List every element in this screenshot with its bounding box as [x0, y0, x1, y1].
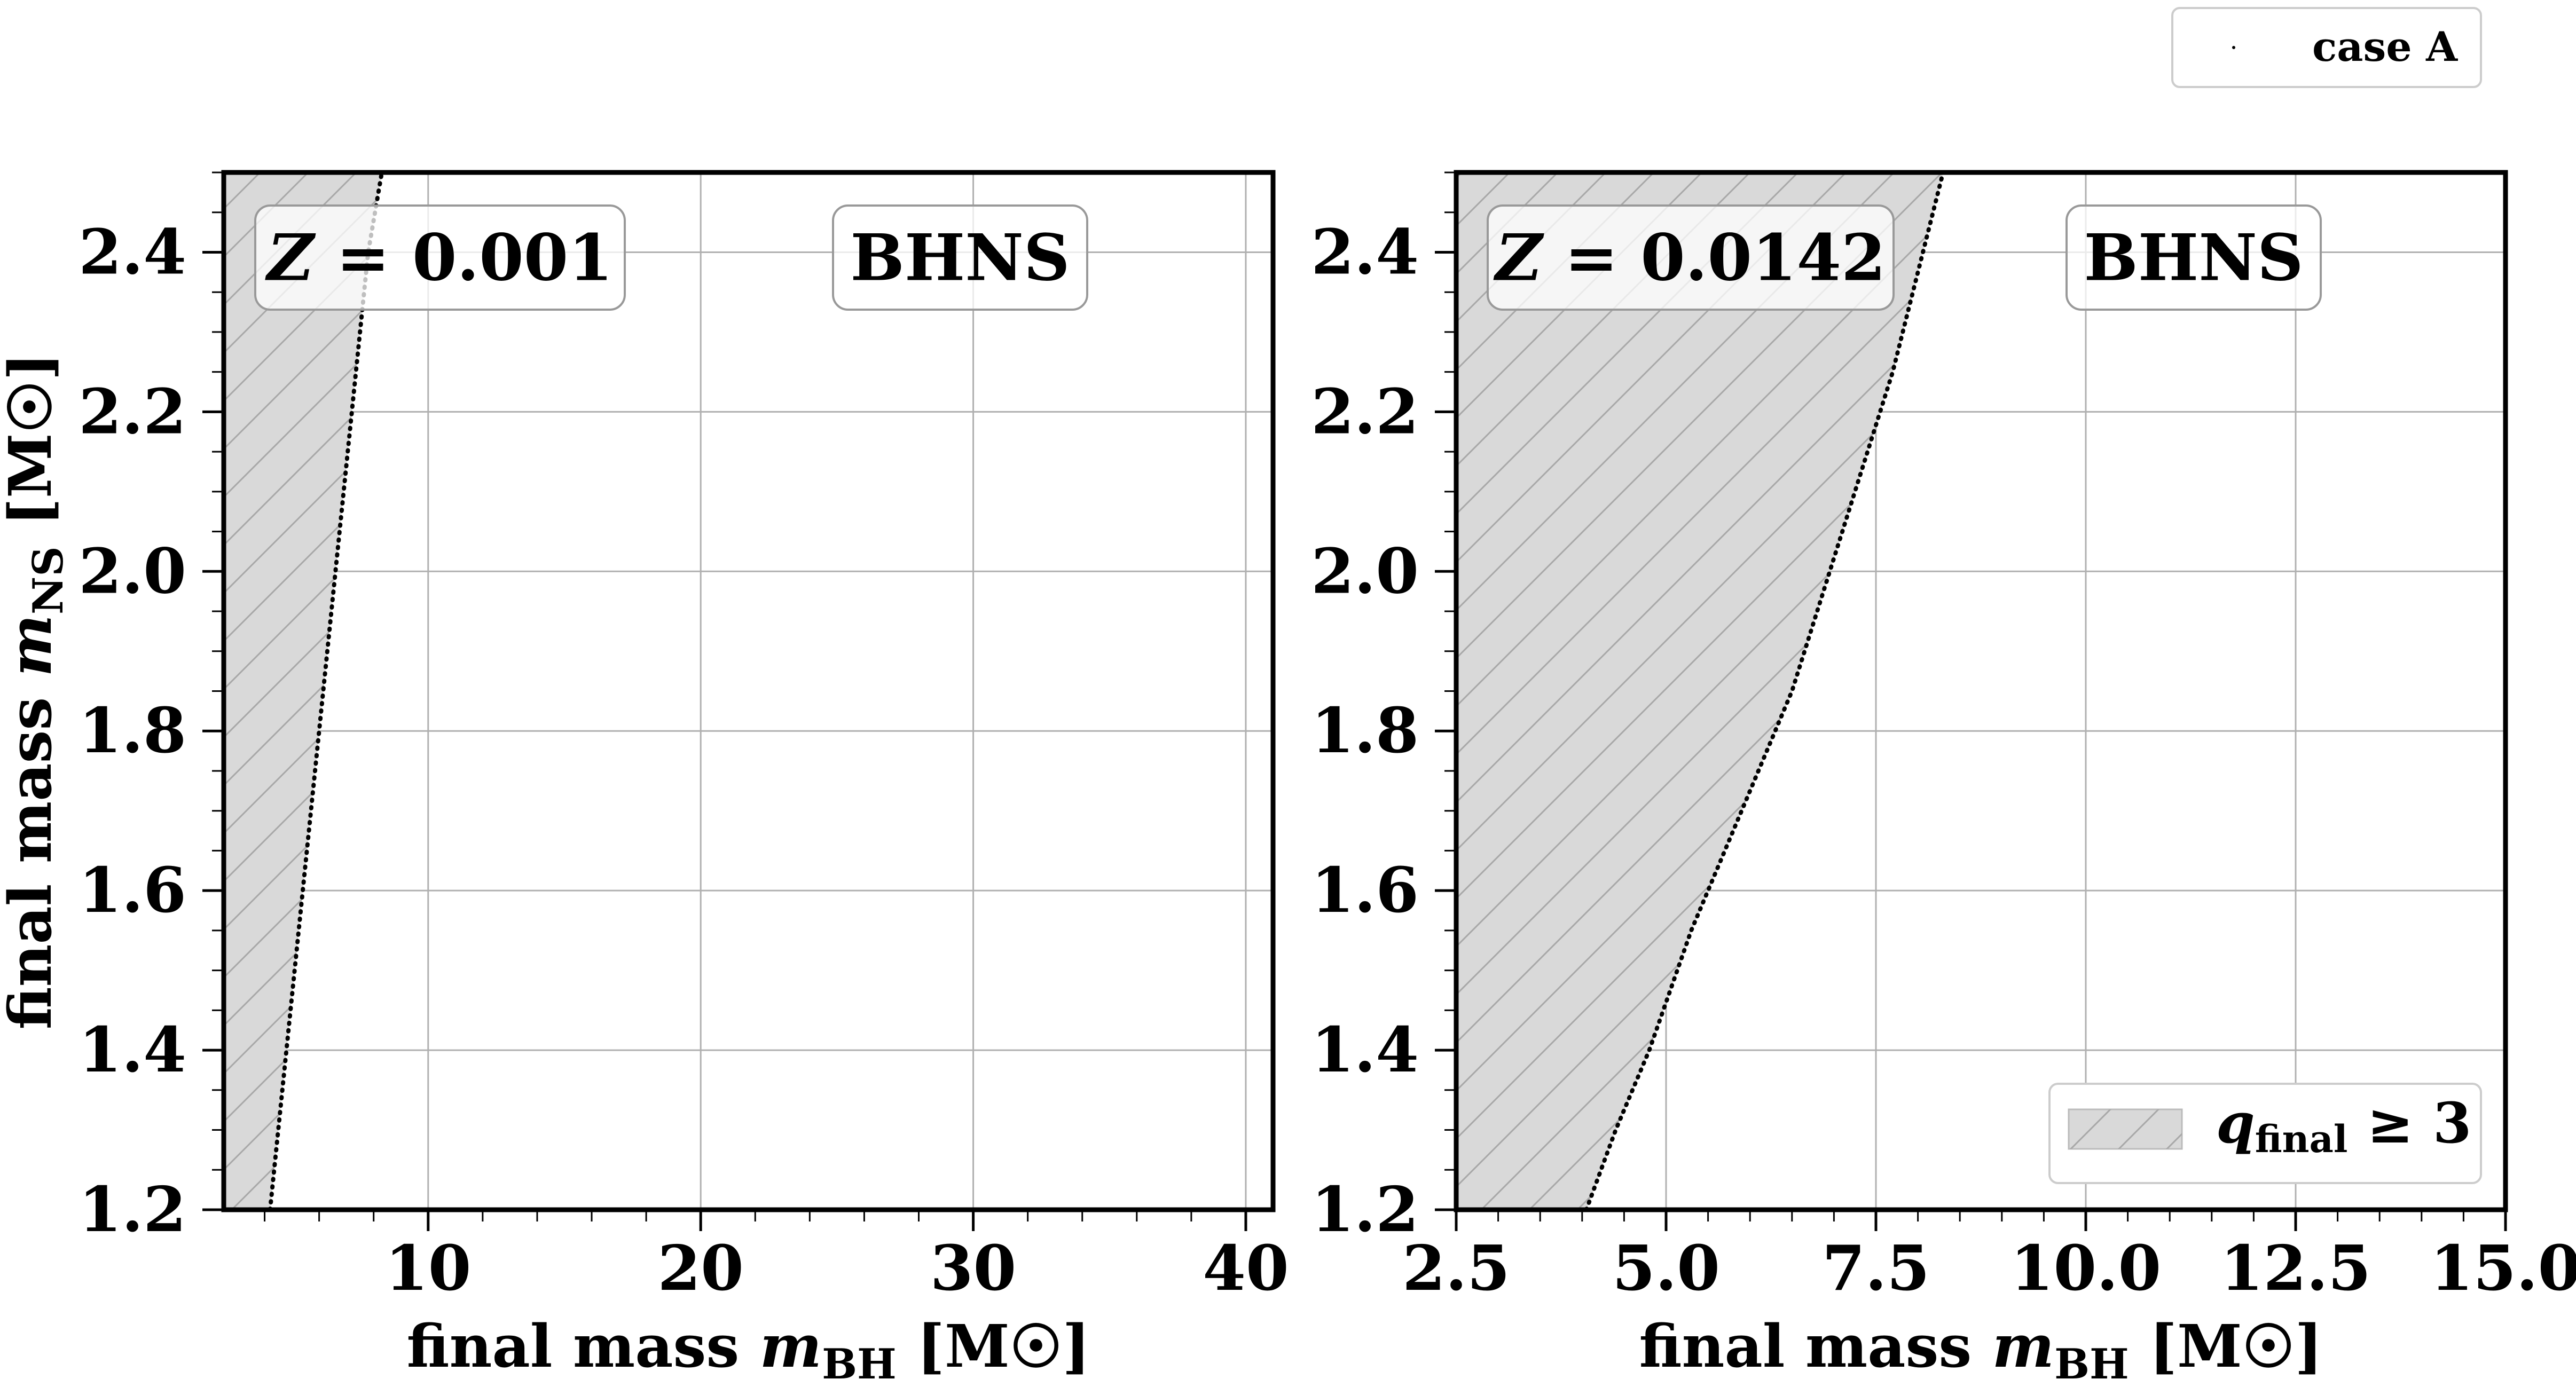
shaded-hatch [1456, 172, 1943, 1210]
x-axis-label-left: final mass mBH [M☉] [407, 1312, 1090, 1389]
y-tick-label-4: 2.0 [1311, 535, 1419, 608]
x-tick-label-1: 20 [657, 1232, 743, 1305]
annotations-right: Z = 0.0142 BHNS [1487, 204, 2322, 311]
annotation-text-1: BHNS [2084, 220, 2303, 296]
x-tick-label-3: 10.0 [2010, 1232, 2162, 1305]
annotation-text-1: BHNS [850, 220, 1070, 296]
annotation-box-0 [1487, 204, 1895, 311]
annotations-left: Z = 0.001 BHNS [254, 204, 1088, 311]
x-tick-label-2: 30 [930, 1232, 1016, 1305]
y-tick-label-5: 2.2 [78, 375, 186, 448]
annotation-text-0: Z = 0.0142 [1494, 220, 1886, 296]
q-legend-swatch-hatch [2069, 1109, 2182, 1149]
panel-right: 2.5 5.0 7.5 10.0 12.5 15.0 1.2 1.4 1.6 1.8 2.0 2.2 2… [1311, 170, 2576, 1389]
shaded-region-left [224, 172, 382, 1210]
y-tick-label-3: 1.8 [1311, 695, 1419, 767]
x-tick-label-1: 5.0 [1612, 1232, 1720, 1305]
y-tick-label-4: 2.0 [78, 535, 186, 608]
y-tick-label-6: 2.4 [78, 216, 186, 288]
ticks-left: 10 20 30 40 1.2 1.4 1.6 1.8 2.0 2.2 2.4 [78, 171, 1289, 1305]
legend-marker-case-a [2232, 46, 2235, 49]
panel-left: 10 20 30 40 1.2 1.4 1.6 1.8 2.0 2.2 2.4 Z = 0.001 B… [0, 170, 1289, 1389]
y-tick-label-2: 1.6 [1311, 854, 1419, 927]
legend-label-case-a: case A [2312, 23, 2458, 70]
ticks-right: 2.5 5.0 7.5 10.0 12.5 15.0 1.2 1.4 1.6 1.8 2.0 2.2 2… [1311, 171, 2576, 1305]
x-tick-label-4: 12.5 [2220, 1232, 2371, 1305]
q-final-legend: qfinal ≥ 3 [2048, 1083, 2482, 1184]
plot-frame-left [221, 170, 1276, 1212]
shaded-hatch [224, 172, 382, 1210]
annotation-text-0: Z = 0.001 [265, 220, 612, 296]
annotation-box-1 [2065, 204, 2322, 311]
y-tick-label-0: 1.2 [1311, 1173, 1419, 1246]
boundary-curve-right [1584, 170, 1945, 1212]
x-axis-label-right: final mass mBH [M☉] [1639, 1312, 2323, 1389]
x-tick-label-5: 15.0 [2430, 1232, 2576, 1305]
y-tick-label-2: 1.6 [78, 854, 186, 927]
y-tick-label-0: 1.2 [78, 1173, 186, 1246]
y-tick-label-1: 1.4 [1311, 1014, 1419, 1086]
y-tick-label-3: 1.8 [78, 695, 186, 767]
annotation-box-0 [254, 204, 626, 311]
x-tick-label-2: 7.5 [1822, 1232, 1930, 1305]
top-legend: case A [2171, 7, 2482, 88]
y-tick-label-5: 2.2 [1311, 375, 1419, 448]
y-axis-label-left: final mass mNS [M☉] [0, 353, 73, 1030]
y-tick-label-1: 1.4 [78, 1014, 186, 1086]
q-legend-label: qfinal ≥ 3 [2216, 1090, 2471, 1161]
x-tick-label-0: 2.5 [1402, 1232, 1510, 1305]
series-line-case-a [1584, 170, 1945, 1212]
y-tick-label-6: 2.4 [1311, 216, 1419, 288]
annotation-box-1 [832, 204, 1088, 311]
x-tick-label-3: 40 [1203, 1232, 1289, 1305]
grid-left [224, 172, 1273, 1211]
x-tick-label-0: 10 [385, 1232, 471, 1305]
shaded-region-right [1456, 172, 1943, 1210]
